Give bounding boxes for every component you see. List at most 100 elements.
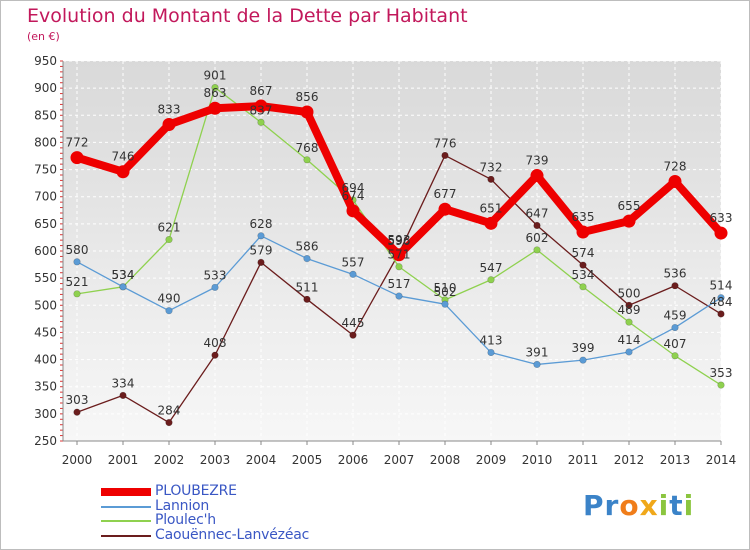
x-tick-label: 2007 (384, 453, 415, 467)
data-label: 732 (480, 160, 503, 174)
data-point (530, 169, 544, 183)
x-tick-label: 2014 (706, 453, 737, 467)
data-label: 856 (296, 90, 319, 104)
legend-swatch (101, 505, 151, 508)
y-tick-label: 350 (34, 380, 57, 394)
data-label: 413 (480, 334, 503, 348)
data-label: 353 (710, 366, 733, 380)
data-point (717, 310, 725, 318)
data-point (116, 165, 130, 179)
data-label: 746 (112, 150, 135, 164)
legend-label: Caouënnec-Lanvézéac (155, 526, 310, 543)
data-label: 776 (434, 136, 457, 150)
data-label: 502 (434, 285, 457, 299)
data-point (254, 99, 268, 113)
y-tick-label: 800 (34, 135, 57, 149)
y-tick-label: 500 (34, 298, 57, 312)
logo-letter: i (658, 489, 670, 522)
data-point (211, 351, 219, 359)
data-point (533, 221, 541, 230)
data-point (303, 156, 311, 164)
data-point (165, 418, 173, 427)
data-label: 536 (664, 267, 687, 281)
data-point (717, 294, 725, 302)
logo-letter: P (583, 489, 605, 522)
data-label: 517 (388, 277, 411, 291)
data-label: 408 (204, 336, 227, 350)
data-label: 514 (710, 279, 733, 293)
data-label: 651 (480, 201, 503, 215)
data-point (392, 248, 406, 262)
data-point (717, 381, 725, 389)
data-label: 521 (66, 275, 89, 289)
data-point (438, 202, 452, 216)
y-tick-label: 750 (34, 163, 57, 177)
y-tick-label: 650 (34, 217, 57, 231)
data-label: 867 (250, 84, 273, 98)
x-tick-label: 2003 (200, 453, 231, 467)
data-label: 547 (480, 261, 503, 275)
data-label: 484 (710, 295, 733, 309)
data-point (487, 348, 495, 357)
data-point (487, 175, 495, 183)
data-label: 511 (296, 280, 319, 294)
data-point (671, 282, 679, 290)
x-tick-label: 2010 (522, 453, 553, 467)
data-label: 768 (296, 141, 319, 155)
data-label: 772 (66, 136, 89, 150)
data-label: 837 (250, 103, 273, 117)
data-label: 571 (388, 248, 411, 262)
x-tick-label: 2005 (292, 453, 323, 467)
data-point (73, 290, 81, 298)
data-point (533, 246, 541, 254)
y-tick-label: 550 (34, 271, 57, 285)
data-label: 655 (618, 199, 641, 213)
data-label: 739 (526, 154, 549, 168)
data-point (211, 83, 219, 92)
data-point (625, 301, 633, 309)
data-label: 694 (342, 181, 365, 195)
data-point (303, 295, 311, 303)
legend-swatch (101, 488, 151, 496)
data-label: 635 (572, 210, 595, 224)
data-point (441, 300, 449, 308)
data-label: 728 (664, 160, 687, 174)
data-point (346, 204, 360, 218)
proxiti-logo: Proxiti (583, 489, 694, 522)
data-point (211, 283, 219, 291)
x-tick-label: 2012 (614, 453, 645, 467)
data-label: 414 (618, 333, 641, 347)
data-label: 580 (66, 243, 89, 257)
data-point (257, 232, 265, 240)
data-label: 490 (158, 292, 181, 306)
data-point (73, 408, 81, 416)
logo-letter: r (604, 489, 620, 522)
x-tick-label: 2006 (338, 453, 369, 467)
data-label: 677 (434, 187, 457, 201)
data-label: 574 (572, 246, 595, 260)
data-label: 901 (204, 69, 227, 83)
data-label: 459 (664, 309, 687, 323)
x-tick-label: 2008 (430, 453, 461, 467)
legend-label: Lannion (155, 497, 210, 514)
legend-label: Ploulec'h (155, 512, 216, 528)
y-tick-label: 300 (34, 407, 57, 421)
logo-letter: t (669, 489, 684, 522)
data-point (303, 255, 311, 263)
chart-title: Evolution du Montant de la Dette par Hab… (27, 5, 468, 27)
data-point (671, 352, 679, 360)
legend-label: PLOUBEZRE (155, 483, 237, 499)
data-label: 674 (342, 189, 365, 203)
data-point (579, 356, 587, 364)
x-tick-label: 2013 (660, 453, 691, 467)
x-tick-label: 2000 (62, 453, 93, 467)
data-point (714, 226, 728, 240)
data-point (395, 263, 403, 271)
data-point (119, 391, 127, 400)
data-label: 533 (204, 268, 227, 282)
data-label: 399 (572, 341, 595, 355)
data-point (300, 105, 314, 119)
data-label: 469 (618, 303, 641, 317)
data-point (165, 307, 173, 315)
